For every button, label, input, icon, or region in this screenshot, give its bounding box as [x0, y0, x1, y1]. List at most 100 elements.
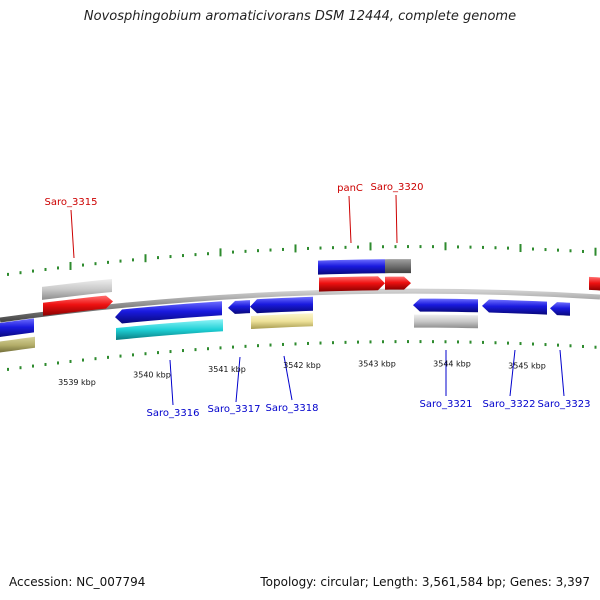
tick-mark-top [294, 244, 297, 253]
tick-mark-top [519, 244, 522, 253]
tick-mark-top [444, 242, 447, 251]
tick-mark-top [207, 252, 209, 256]
tick-mark-top [507, 246, 509, 250]
tick-mark-bottom [207, 347, 209, 351]
tick-mark-bottom [157, 351, 159, 355]
kbp-tick-label: 3545 kbp [508, 361, 546, 370]
tick-mark-top [569, 249, 572, 253]
gene-feature-panc[interactable] [319, 276, 385, 292]
tick-mark-bottom [119, 354, 122, 358]
tick-mark-bottom [594, 345, 597, 349]
kbp-tick-label: 3543 kbp [358, 359, 396, 368]
tick-mark-bottom [494, 341, 497, 345]
tick-mark-top [82, 263, 84, 267]
tick-mark-top [244, 249, 247, 253]
tick-mark-top [7, 272, 9, 276]
gene-label-saro_3322[interactable]: Saro_3322 [483, 399, 536, 410]
tick-mark-top [194, 253, 197, 257]
gene-feature-saro_3323[interactable] [550, 302, 570, 316]
kbp-tick-label: 3541 kbp [208, 365, 246, 374]
tick-mark-bottom [582, 344, 584, 348]
tick-mark-bottom [307, 341, 309, 345]
gene-feature-saro_3316[interactable] [115, 301, 222, 324]
tick-mark-top [357, 245, 359, 249]
tick-mark-top [469, 245, 472, 249]
tick-mark-bottom [469, 340, 472, 344]
tick-mark-bottom [544, 343, 547, 347]
tick-mark-top [19, 271, 22, 275]
tick-mark-top [219, 248, 222, 257]
gene-feature-saro_3321[interactable] [413, 298, 478, 313]
tick-mark-top [119, 259, 122, 263]
tick-mark-bottom [407, 340, 409, 344]
tick-mark-bottom [282, 342, 284, 346]
gene-feature-saro_3317[interactable] [228, 300, 250, 314]
tick-mark-bottom [294, 342, 297, 346]
gene-feature-partial-blue-left[interactable] [0, 318, 34, 338]
tick-mark-top [269, 248, 272, 252]
tick-mark-top [319, 246, 322, 250]
leader-line [235, 356, 241, 403]
gene-feature-saro_3322[interactable] [482, 299, 547, 315]
map-title: Novosphingobium aromaticivorans DSM 1244… [83, 9, 517, 24]
tick-mark-top [307, 246, 309, 250]
tick-mark-top [132, 258, 134, 262]
gene-label-saro_3321[interactable]: Saro_3321 [420, 399, 473, 410]
tick-mark-top [107, 260, 109, 264]
tick-mark-bottom [532, 342, 534, 346]
tick-mark-top [332, 246, 334, 250]
tick-mark-top [182, 254, 184, 258]
gene-label-panc[interactable]: panC [337, 183, 363, 194]
leader-line [395, 194, 398, 244]
gene-feature-saro_3320[interactable] [385, 276, 411, 290]
tick-mark-bottom [482, 340, 484, 344]
tick-mark-bottom [419, 340, 422, 344]
gene-label-saro_3323[interactable]: Saro_3323 [538, 399, 591, 410]
gene-feature-partial-red-right[interactable] [589, 276, 600, 291]
gene-feature-panc-blue[interactable] [318, 259, 385, 275]
gene-feature-saro_3316-cyan[interactable] [116, 319, 223, 341]
tick-mark-bottom [132, 353, 134, 357]
tick-mark-bottom [69, 359, 72, 363]
tick-mark-top [94, 262, 97, 266]
tick-mark-bottom [144, 352, 147, 356]
gene-label-saro_3317[interactable]: Saro_3317 [208, 404, 261, 415]
tick-mark-top [482, 245, 484, 249]
tick-mark-bottom [319, 341, 322, 345]
tick-mark-bottom [19, 366, 22, 370]
gene-feature-saro_3321-gray[interactable] [414, 314, 478, 329]
tick-mark-top [169, 255, 172, 259]
leader-line [559, 349, 565, 397]
gene-label-saro_3320[interactable]: Saro_3320 [371, 182, 424, 193]
tick-mark-top [419, 245, 422, 249]
gene-feature-panc-darkgray[interactable] [385, 259, 411, 274]
kbp-tick-label: 3540 kbp [133, 371, 171, 380]
tick-mark-bottom [357, 340, 359, 344]
leader-line [348, 195, 352, 244]
tick-mark-bottom [32, 364, 34, 368]
tick-mark-top [582, 249, 584, 253]
gene-feature-olive[interactable] [0, 336, 35, 353]
tick-mark-bottom [244, 344, 247, 348]
leader-line [283, 355, 293, 401]
gene-feature-saro_3318[interactable] [250, 296, 313, 314]
gene-feature-saro_3315[interactable] [43, 295, 113, 316]
gene-label-saro_3318[interactable]: Saro_3318 [266, 403, 319, 414]
gene-feature-saro_3315-gray[interactable] [42, 278, 112, 300]
gene-label-saro_3316[interactable]: Saro_3316 [147, 408, 200, 419]
leader-line [70, 209, 75, 259]
kbp-tick-label: 3542 kbp [283, 361, 321, 370]
tick-mark-bottom [344, 340, 347, 344]
tick-mark-bottom [194, 348, 197, 352]
tick-mark-top [144, 254, 147, 263]
tick-mark-bottom [257, 344, 259, 348]
tick-mark-bottom [457, 340, 459, 344]
tick-mark-top [344, 245, 347, 249]
gene-label-saro_3315[interactable]: Saro_3315 [45, 197, 98, 208]
gene-feature-saro_3318-khaki[interactable] [251, 313, 313, 330]
tick-mark-bottom [269, 343, 272, 347]
tick-mark-top [57, 266, 59, 270]
tick-mark-bottom [569, 344, 572, 348]
tick-mark-top [394, 245, 397, 249]
